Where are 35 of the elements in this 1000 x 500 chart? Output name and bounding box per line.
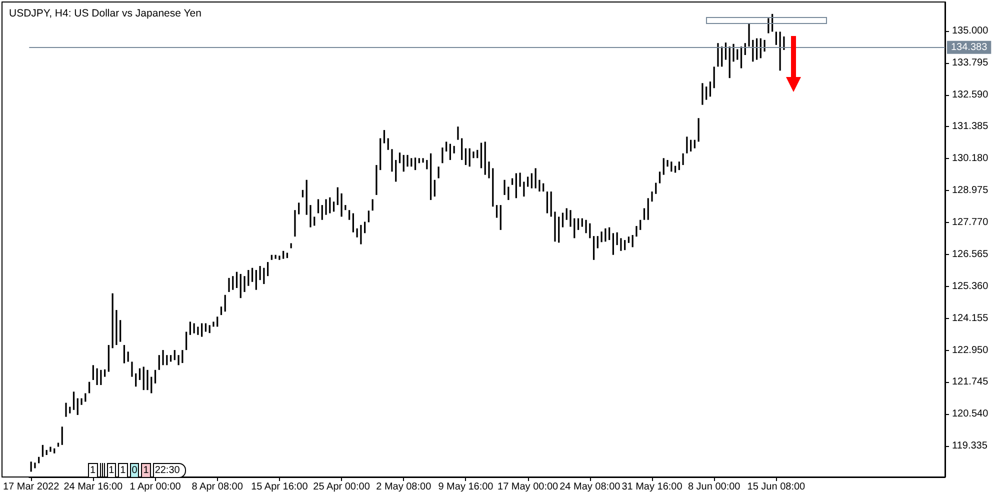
ref-line-label: 134.383 [951, 42, 988, 53]
y-tick-label: 119.335 [952, 440, 988, 452]
annotation: 0 [130, 463, 140, 478]
y-tick-label: 124.155 [952, 312, 989, 324]
x-tick-label: 25 Apr 00:00 [313, 482, 370, 492]
y-tick-label: 127.770 [952, 217, 989, 228]
x-tick-label: 8 Jun 00:00 [688, 482, 741, 492]
y-tick-label: 128.975 [952, 185, 989, 196]
y-tick-label: 131.385 [952, 121, 989, 132]
y-tick-label: 132.590 [952, 89, 989, 100]
x-tick-label: 15 Jun 08:00 [747, 482, 806, 492]
annotation: 1 [141, 463, 151, 478]
x-tick-label: 24 May 08:00 [560, 482, 621, 492]
x-tick-label: 9 May 16:00 [438, 482, 494, 492]
y-tick-label: 133.795 [952, 57, 989, 68]
text: USDJPY, H4: US Dollar vs Japanese Yen [9, 8, 202, 20]
x-tick-label: 2 May 08:00 [376, 482, 432, 492]
x-tick-label: 8 Apr 08:00 [192, 482, 244, 492]
annotation: 22:30 [152, 463, 186, 478]
annotation: 1 [88, 463, 98, 478]
y-tick-label: 126.565 [952, 248, 989, 260]
x-tick-label: 17 May 00:00 [498, 482, 559, 492]
x-tick-label: 1 Apr 00:00 [130, 482, 182, 492]
x-tick-label: 31 May 16:00 [622, 482, 683, 492]
y-tick-label: 121.745 [952, 376, 989, 388]
y-tick-label: 122.950 [952, 344, 989, 356]
annotation: 1 [118, 463, 128, 478]
y-tick-label: 120.540 [952, 408, 989, 420]
y-tick-label: 130.180 [952, 153, 989, 164]
x-tick-label: 15 Apr 16:00 [251, 482, 308, 492]
annotation: 1 [106, 463, 116, 478]
y-tick-label: 125.360 [952, 280, 989, 292]
x-tick-label: 17 Mar 2022 [2, 482, 60, 492]
y-tick-label: 135.000 [952, 25, 989, 36]
x-tick-label: 24 Mar 16:00 [64, 482, 124, 492]
